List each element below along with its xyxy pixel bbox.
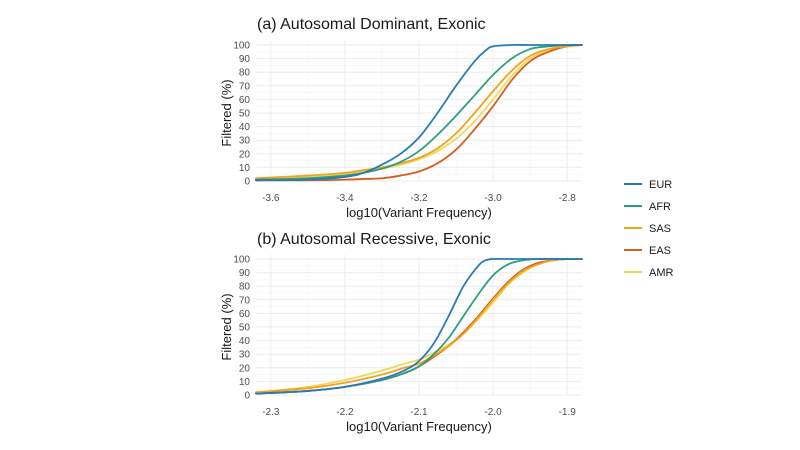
panel-a-xlabel: log10(Variant Frequency) xyxy=(346,205,492,220)
gridlines xyxy=(256,41,582,182)
y-tick-label: 60 xyxy=(239,309,251,320)
legend-label-sas: SAS xyxy=(649,223,671,235)
x-tick-label: -3.4 xyxy=(336,193,354,204)
legend-label-afr: AFR xyxy=(649,201,671,213)
series-line-eas xyxy=(255,44,583,182)
y-tick-label: 30 xyxy=(239,136,251,147)
x-tick-label: -2.2 xyxy=(336,407,354,418)
panel-b-xlabel: log10(Variant Frequency) xyxy=(346,419,492,434)
x-tick-label: -2.3 xyxy=(262,407,280,418)
panel-b-title: (b) Autosomal Recessive, Exonic xyxy=(257,231,491,248)
y-tick-label: 50 xyxy=(239,109,251,120)
y-tick-label: 20 xyxy=(239,363,251,374)
x-tick-label: -3.6 xyxy=(262,193,280,204)
panel-b: (b) Autosomal Recessive, Exonic log10(Va… xyxy=(219,231,583,434)
x-tick-label: -3.0 xyxy=(484,193,502,204)
legend-label-eas: EAS xyxy=(649,245,671,257)
legend-label-amr: AMR xyxy=(649,267,674,279)
y-tick-label: 70 xyxy=(239,295,251,306)
x-tick-label: -2.8 xyxy=(559,193,577,204)
x-tick-label: -2.1 xyxy=(410,407,428,418)
y-tick-label: 10 xyxy=(239,163,251,174)
series-line-sas xyxy=(255,44,583,180)
gridlines xyxy=(256,255,582,396)
y-tick-label: 80 xyxy=(239,282,251,293)
panel-a: (a) Autosomal Dominant, Exonic log10(Var… xyxy=(219,16,583,220)
legend-label-eur: EUR xyxy=(649,179,672,191)
y-tick-label: 90 xyxy=(239,268,251,279)
x-tick-label: -2.0 xyxy=(484,407,502,418)
y-tick-label: 20 xyxy=(239,149,251,160)
series-line-eur xyxy=(255,257,583,395)
series-line-sas xyxy=(255,257,583,394)
y-tick-label: 40 xyxy=(239,336,251,347)
legend: EUR AFR SAS EAS AMR xyxy=(624,179,674,279)
series-line-eur xyxy=(255,43,583,182)
y-tick-label: 60 xyxy=(239,95,251,106)
y-tick-label: 0 xyxy=(244,177,250,188)
y-tick-label: 90 xyxy=(239,54,251,65)
y-tick-label: 100 xyxy=(233,41,250,52)
y-tick-label: 40 xyxy=(239,122,251,133)
y-tick-label: 70 xyxy=(239,81,251,92)
y-tick-label: 0 xyxy=(244,391,250,402)
y-tick-label: 100 xyxy=(233,255,250,266)
y-tick-label: 50 xyxy=(239,323,251,334)
panel-b-ylabel: Filtered (%) xyxy=(219,293,234,360)
x-tick-label: -3.2 xyxy=(410,193,428,204)
series-line-amr xyxy=(255,44,583,180)
y-tick-label: 80 xyxy=(239,68,251,79)
y-tick-label: 30 xyxy=(239,350,251,361)
x-tick-label: -1.9 xyxy=(559,407,577,418)
panel-a-ylabel: Filtered (%) xyxy=(219,79,234,146)
y-tick-label: 10 xyxy=(239,377,251,388)
panel-a-title: (a) Autosomal Dominant, Exonic xyxy=(257,16,486,33)
